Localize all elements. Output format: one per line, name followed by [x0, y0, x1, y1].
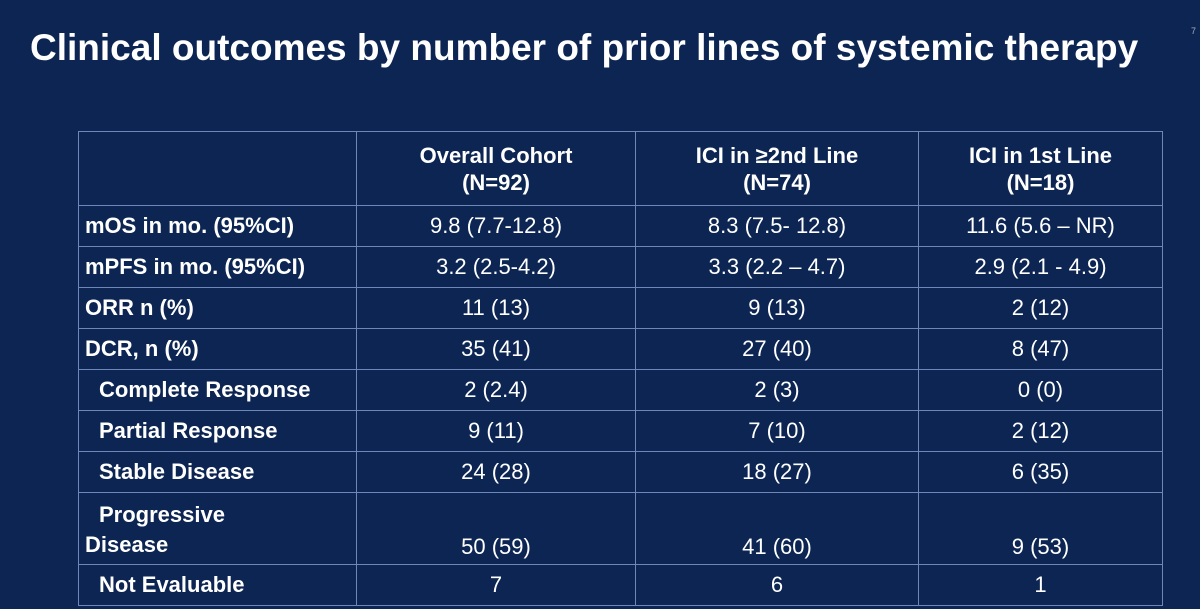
title: Clinical outcomes by number of prior lin…	[30, 27, 1139, 68]
label-text: ORR n (%)	[85, 295, 194, 320]
header-text: ICI in ≥2nd Line	[695, 142, 859, 168]
header-text: ICI in 1st Line	[968, 142, 1113, 168]
value-cell: 1	[918, 564, 1163, 606]
table: Overall Cohort (N=92) ICI in ≥2nd Line (N=7…	[78, 131, 1163, 606]
cell-text: 2 (12)	[1011, 295, 1070, 320]
row-label: Stable Disease	[78, 451, 357, 493]
value-cell: 24 (28)	[356, 451, 636, 493]
cell-text: 9 (11)	[468, 418, 524, 443]
header-text: (N=74)	[743, 169, 811, 195]
cell-text: 2 (3)	[754, 377, 800, 402]
cell-text: 9.8 (7.7-12.8)	[429, 213, 563, 238]
row-label: mOS in mo. (95%CI)	[78, 205, 357, 247]
value-cell: 0 (0)	[918, 369, 1163, 411]
label-text: Not Evaluable	[99, 572, 245, 597]
cell-text: 2 (12)	[1011, 418, 1070, 443]
cell-text: 2.9 (2.1 - 4.9)	[974, 254, 1107, 279]
label-text: Stable Disease	[99, 459, 255, 484]
cell-text: 9 (53)	[1011, 534, 1070, 559]
value-cell: 9 (53)	[918, 492, 1163, 565]
cell-text: 27 (40)	[742, 336, 812, 361]
row-label: DCR, n (%)	[78, 328, 357, 370]
table-row: ORR n (%) 11 (13) 9 (13) 2 (12)	[78, 287, 1163, 329]
cell-text: 7	[489, 572, 503, 597]
value-cell: 2 (2.4)	[356, 369, 636, 411]
value-cell: 6 (35)	[918, 451, 1163, 493]
table-row: Complete Response 2 (2.4) 2 (3) 0 (0)	[78, 369, 1163, 411]
cell-text: 24 (28)	[461, 459, 531, 484]
value-cell: 41 (60)	[635, 492, 919, 565]
table-row: mPFS in mo. (95%CI) 3.2 (2.5-4.2) 3.3 (2.2…	[78, 246, 1163, 288]
value-cell: 11 (13)	[356, 287, 636, 329]
header-cell: ICI in ≥2nd Line (N=74)	[635, 131, 919, 206]
value-cell: 35 (41)	[356, 328, 636, 370]
table-row: mOS in mo. (95%CI) 9.8 (7.7-12.8) 8.3 (7.5…	[78, 205, 1163, 247]
value-cell: 11.6 (5.6 – NR)	[918, 205, 1163, 247]
header-text: (N=92)	[462, 169, 530, 195]
value-cell: 9 (11)	[356, 410, 636, 452]
header-row: Overall Cohort (N=92) ICI in ≥2nd Line (N=7…	[78, 131, 1163, 206]
page-number: 7	[1190, 26, 1196, 36]
row-label: ORR n (%)	[78, 287, 357, 329]
table-row: Stable Disease 24 (28) 18 (27) 6 (35)	[78, 451, 1163, 493]
value-cell: 50 (59)	[356, 492, 636, 565]
table-row: DCR, n (%) 35 (41) 27 (40) 8 (47)	[78, 328, 1163, 370]
value-cell: 7	[356, 564, 636, 606]
value-cell: 2 (3)	[635, 369, 919, 411]
value-cell: 6	[635, 564, 919, 606]
cell-text: 6 (35)	[1011, 459, 1070, 484]
cell-text: 2 (2.4)	[464, 377, 528, 402]
cell-text: 7 (10)	[748, 418, 806, 443]
cell-text: 18 (27)	[742, 459, 812, 484]
row-label: Partial Response	[78, 410, 357, 452]
cell-text: 9 (13)	[748, 295, 806, 320]
row-label: mPFS in mo. (95%CI)	[78, 246, 357, 288]
value-cell: 7 (10)	[635, 410, 919, 452]
cell-text: 8 (47)	[1011, 336, 1070, 361]
cell-text: 3.2 (2.5-4.2)	[436, 254, 556, 279]
table-row: Progressive Disease 50 (59) 41 (60) 9 (53)	[78, 492, 1163, 565]
cell-text: 3.3 (2.2 – 4.7)	[708, 254, 846, 279]
cell-text: 11.6 (5.6 – NR)	[966, 213, 1115, 238]
cell-text: 0 (0)	[1017, 377, 1064, 402]
label-text: mPFS in mo. (95%CI)	[85, 254, 306, 279]
label-text: mOS in mo. (95%CI)	[85, 213, 295, 238]
value-cell: 9 (13)	[635, 287, 919, 329]
value-cell: 2.9 (2.1 - 4.9)	[918, 246, 1163, 288]
label-text: Progressive Disease	[85, 502, 225, 557]
value-cell: 9.8 (7.7-12.8)	[356, 205, 636, 247]
value-cell: 18 (27)	[635, 451, 919, 493]
cell-text: 50 (59)	[461, 534, 531, 559]
header-cell: Overall Cohort (N=92)	[356, 131, 636, 206]
value-cell: 3.2 (2.5-4.2)	[356, 246, 636, 288]
cell-text: 8.3 (7.5- 12.8)	[707, 213, 847, 238]
header-cell: ICI in 1st Line (N=18)	[918, 131, 1163, 206]
label-text: Partial Response	[99, 418, 278, 443]
value-cell: 2 (12)	[918, 287, 1163, 329]
cell-text: 1	[1034, 572, 1047, 597]
value-cell: 8 (47)	[918, 328, 1163, 370]
table-row: Not Evaluable 7 6 1	[78, 564, 1163, 606]
value-cell: 2 (12)	[918, 410, 1163, 452]
value-cell: 8.3 (7.5- 12.8)	[635, 205, 919, 247]
cell-text: 41 (60)	[742, 534, 812, 559]
value-cell: 27 (40)	[635, 328, 919, 370]
cell-text: 6	[770, 572, 784, 597]
row-label: Progressive Disease	[78, 492, 357, 565]
header-text: Overall Cohort	[419, 142, 573, 168]
row-label: Not Evaluable	[78, 564, 357, 606]
cell-text: 35 (41)	[461, 336, 531, 361]
header-cell	[78, 131, 357, 206]
label-text: Complete Response	[99, 377, 311, 402]
table-row: Partial Response 9 (11) 7 (10) 2 (12)	[78, 410, 1163, 452]
label-text: DCR, n (%)	[85, 336, 199, 361]
header-text: (N=18)	[1006, 169, 1075, 195]
value-cell: 3.3 (2.2 – 4.7)	[635, 246, 919, 288]
row-label: Complete Response	[78, 369, 357, 411]
cell-text: 11 (13)	[461, 295, 531, 320]
